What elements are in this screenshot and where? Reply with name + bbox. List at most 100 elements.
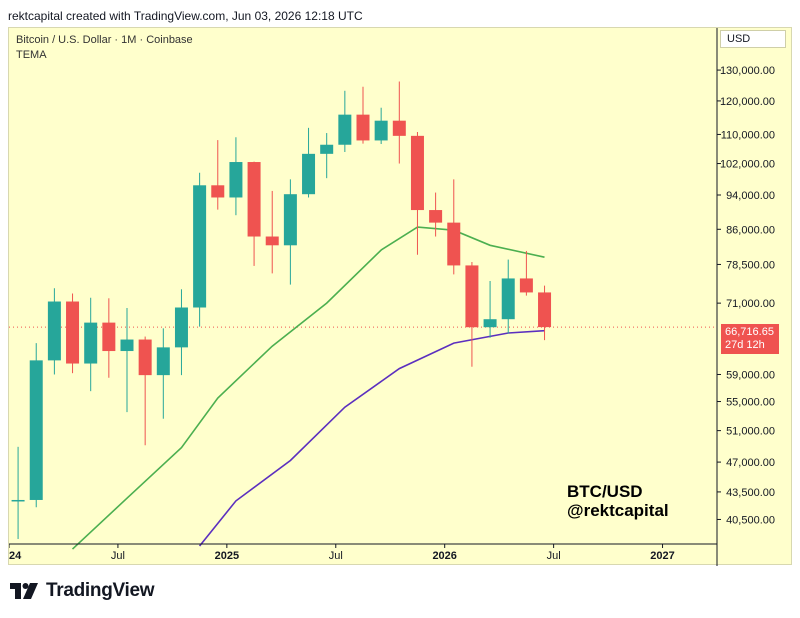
price-tick-label: 47,000.00 — [726, 457, 775, 469]
candle-body — [302, 153, 316, 195]
chart-canvas[interactable]: 130,000.00 120,000.00 110,000.00 102,000.00… — [9, 28, 793, 566]
chart-area[interactable]: 130,000.00 120,000.00 110,000.00 102,000.00… — [8, 27, 793, 566]
candle — [465, 261, 479, 367]
candle-body — [174, 307, 188, 348]
price-tick-label: 55,000.00 — [726, 397, 775, 409]
chart-attribution: rektcapital created with TradingView.com… — [8, 9, 363, 23]
candle-body — [29, 360, 43, 500]
candle — [519, 250, 533, 296]
candle — [193, 172, 207, 327]
candle-body — [465, 265, 479, 328]
price-tick-label: 130,000.00 — [720, 65, 775, 77]
candle-body — [447, 222, 461, 266]
candle-body — [193, 185, 207, 308]
time-tick-label: 2025 — [215, 550, 239, 562]
time-tick-label: 2026 — [432, 550, 456, 562]
currency-selector[interactable]: USD — [720, 30, 786, 48]
candle-body — [519, 278, 533, 293]
tradingview-logo-text: TradingView — [46, 580, 155, 601]
candle — [410, 132, 424, 255]
candle-body — [410, 135, 424, 211]
candle-body — [320, 144, 334, 154]
time-tick-label: 2024 — [9, 550, 22, 562]
price-tick-label: 94,000.00 — [726, 190, 775, 202]
price-tick-label: 78,500.00 — [726, 259, 775, 271]
candle-body — [501, 278, 515, 320]
candle — [501, 259, 515, 334]
indicator-layer — [71, 226, 545, 550]
candle-countdown: 27d 12h — [725, 339, 765, 351]
time-tick-label: Jul — [547, 550, 561, 562]
candle-body — [429, 210, 443, 223]
price-tick-label: 71,000.00 — [726, 298, 775, 310]
price-tick-label: 43,500.00 — [726, 487, 775, 499]
candle — [174, 289, 188, 376]
price-tick-label: 86,000.00 — [726, 224, 775, 236]
candle — [247, 161, 261, 266]
candle — [84, 297, 98, 392]
tema-line-purple — [198, 329, 545, 547]
candle-body — [265, 236, 279, 246]
price-tick-label: 102,000.00 — [720, 159, 775, 171]
candle — [29, 343, 43, 508]
candle-body — [138, 339, 152, 376]
time-tick-label: Jul — [111, 550, 125, 562]
candle-body — [247, 162, 261, 237]
price-tick-label: 40,500.00 — [726, 514, 775, 526]
candle-body — [66, 301, 80, 364]
candle — [374, 107, 388, 145]
watermark-pair: BTC/USD — [567, 482, 643, 501]
candle — [283, 179, 297, 285]
candle-body — [538, 292, 552, 328]
candle — [47, 288, 61, 375]
last-price-value: 66,716.65 — [725, 326, 774, 338]
time-axis: 2024 Jul 2025 Jul 2026 Jul 2027 — [9, 543, 717, 562]
candle — [429, 192, 443, 237]
tradingview-logo-icon — [10, 583, 38, 599]
candle-body — [84, 322, 98, 364]
candle-body — [356, 114, 370, 141]
candle — [229, 137, 243, 216]
candle-body — [211, 185, 225, 198]
candle — [302, 127, 316, 198]
candle-body — [47, 301, 61, 361]
candle-body — [229, 162, 243, 198]
candle-body — [392, 120, 406, 136]
candle-body — [338, 114, 352, 145]
price-axis: 130,000.00 120,000.00 110,000.00 102,000.00… — [716, 28, 775, 566]
candles-layer — [11, 81, 552, 539]
last-price-label: 66,716.65 27d 12h — [721, 324, 779, 354]
watermark-handle: @rektcapital — [567, 501, 669, 520]
candle — [211, 140, 225, 210]
candle — [483, 280, 497, 338]
time-tick-label: Jul — [329, 550, 343, 562]
candle-body — [11, 499, 25, 502]
price-tick-label: 59,000.00 — [726, 369, 775, 381]
candle — [538, 285, 552, 341]
price-tick-label: 51,000.00 — [726, 426, 775, 438]
indicator-label[interactable]: TEMA — [16, 49, 47, 61]
candle — [447, 179, 461, 275]
candle-body — [374, 120, 388, 141]
candle — [338, 90, 352, 153]
candle-body — [102, 322, 116, 352]
price-tick-label: 110,000.00 — [721, 129, 775, 141]
candle — [11, 446, 25, 539]
time-tick-label: 2027 — [650, 550, 674, 562]
chart-watermark: BTC/USD @rektcapital — [567, 482, 669, 520]
candle — [320, 133, 334, 179]
candle-body — [483, 319, 497, 328]
candle — [392, 81, 406, 164]
candle-body — [120, 339, 134, 352]
tradingview-logo[interactable]: TradingView — [10, 580, 155, 602]
tema-line-green — [71, 226, 545, 550]
candle-body — [283, 194, 297, 246]
candle — [66, 293, 80, 374]
candle — [156, 328, 170, 419]
candle — [138, 336, 152, 446]
candle — [120, 308, 134, 413]
symbol-title[interactable]: Bitcoin / U.S. Dollar · 1M · Coinbase — [16, 34, 193, 46]
chart-legend: Bitcoin / U.S. Dollar · 1M · Coinbase TE… — [16, 33, 193, 63]
candle — [102, 298, 116, 378]
price-tick-label: 120,000.00 — [720, 96, 775, 108]
